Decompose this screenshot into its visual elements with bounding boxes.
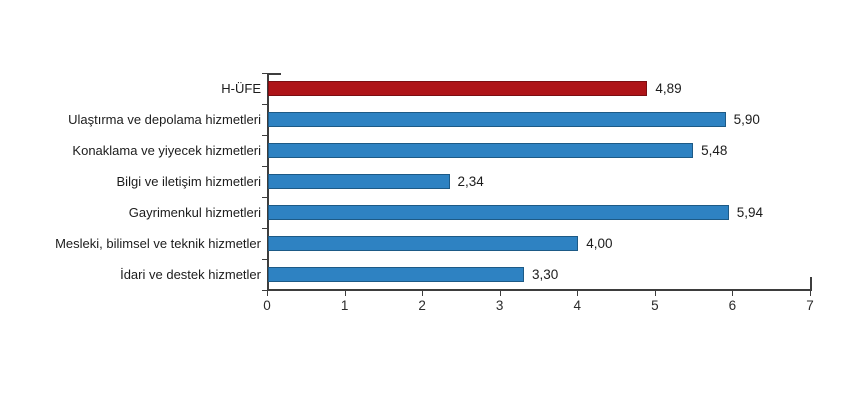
value-bar xyxy=(268,174,450,189)
y-axis-tick xyxy=(262,73,267,74)
y-axis-tick xyxy=(262,166,267,167)
category-label: Ulaştırma ve depolama hizmetleri xyxy=(68,112,261,127)
value-label: 5,94 xyxy=(736,205,764,220)
value-label: 5,48 xyxy=(701,143,728,158)
y-axis-tick xyxy=(262,197,267,198)
x-axis-tick-label: 1 xyxy=(340,298,349,313)
category-label: Konaklama ve yiyecek hizmetleri xyxy=(72,143,261,158)
value-label: 4,00 xyxy=(586,236,613,251)
value-bar xyxy=(268,267,524,282)
x-axis-tick-label: 6 xyxy=(728,298,737,313)
x-axis-tick xyxy=(344,291,346,296)
x-axis-tick-label: 3 xyxy=(495,298,504,313)
x-axis-end-hook xyxy=(810,277,812,291)
x-axis-tick xyxy=(267,291,268,296)
value-bar xyxy=(268,143,694,158)
category-label: Bilgi ve iletişim hizmetleri xyxy=(116,174,261,189)
x-axis-tick xyxy=(654,291,656,296)
x-axis-line xyxy=(267,289,812,291)
category-label: Mesleki, bilimsel ve teknik hizmetler xyxy=(55,236,261,251)
x-axis-tick-label: 2 xyxy=(418,298,426,313)
x-axis-tick xyxy=(577,291,579,296)
y-axis-tick xyxy=(262,259,267,260)
value-label: 4,89 xyxy=(655,81,682,96)
x-axis-tick xyxy=(499,291,501,296)
highlight-bar xyxy=(268,81,648,96)
x-axis-tick-label: 7 xyxy=(806,298,814,313)
value-label: 2,34 xyxy=(457,174,484,189)
y-axis-tick xyxy=(262,290,267,291)
value-label: 5,90 xyxy=(733,112,760,127)
value-bar xyxy=(268,236,579,251)
y-axis-tick xyxy=(262,228,267,229)
category-label: Gayrimenkul hizmetleri xyxy=(128,205,261,220)
y-axis-top-hook xyxy=(267,73,281,75)
y-axis-tick xyxy=(262,104,267,105)
x-axis-tick-label: 4 xyxy=(573,298,582,313)
y-axis-tick xyxy=(262,135,267,136)
value-bar xyxy=(268,205,729,220)
category-label: İdari ve destek hizmetler xyxy=(120,267,261,282)
x-axis-tick xyxy=(732,291,734,296)
x-axis-tick xyxy=(422,291,424,296)
value-label: 3,30 xyxy=(531,267,559,282)
x-axis-tick xyxy=(810,291,811,296)
x-axis-tick-label: 0 xyxy=(263,298,271,313)
value-bar xyxy=(268,112,726,127)
x-axis-tick-label: 5 xyxy=(651,298,659,313)
category-label: H-ÜFE xyxy=(221,81,261,96)
